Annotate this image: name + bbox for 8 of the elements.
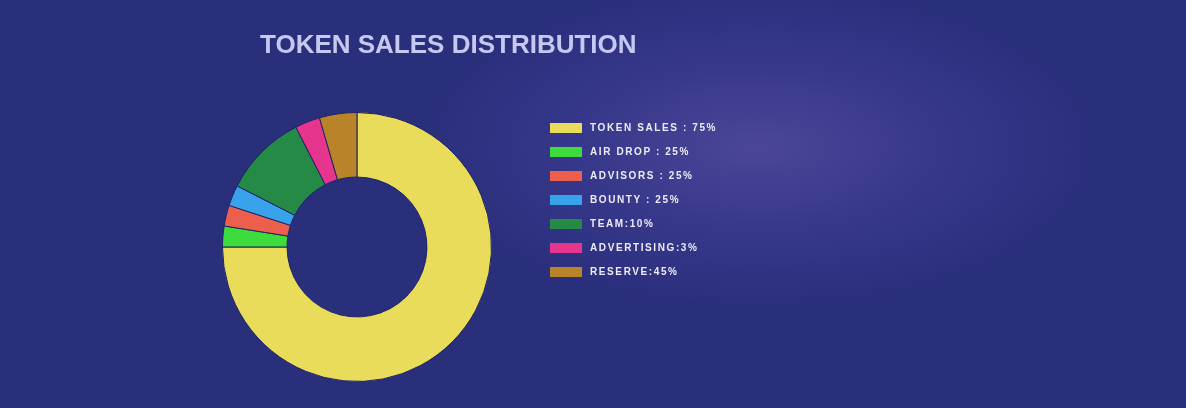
legend-label: TOKEN SALES : 75% bbox=[590, 121, 718, 133]
legend-label: AIR DROP : 25% bbox=[590, 145, 691, 157]
legend-label: BOUNTY : 25% bbox=[590, 193, 681, 205]
chart-title: TOKEN SALES DISTRIBUTION bbox=[260, 29, 637, 60]
legend-label: ADVERTISING:3% bbox=[590, 241, 699, 253]
legend-label: RESERVE:45% bbox=[590, 265, 679, 277]
legend-label: ADVISORS : 25% bbox=[590, 169, 694, 181]
legend-label: TEAM:10% bbox=[590, 217, 655, 229]
